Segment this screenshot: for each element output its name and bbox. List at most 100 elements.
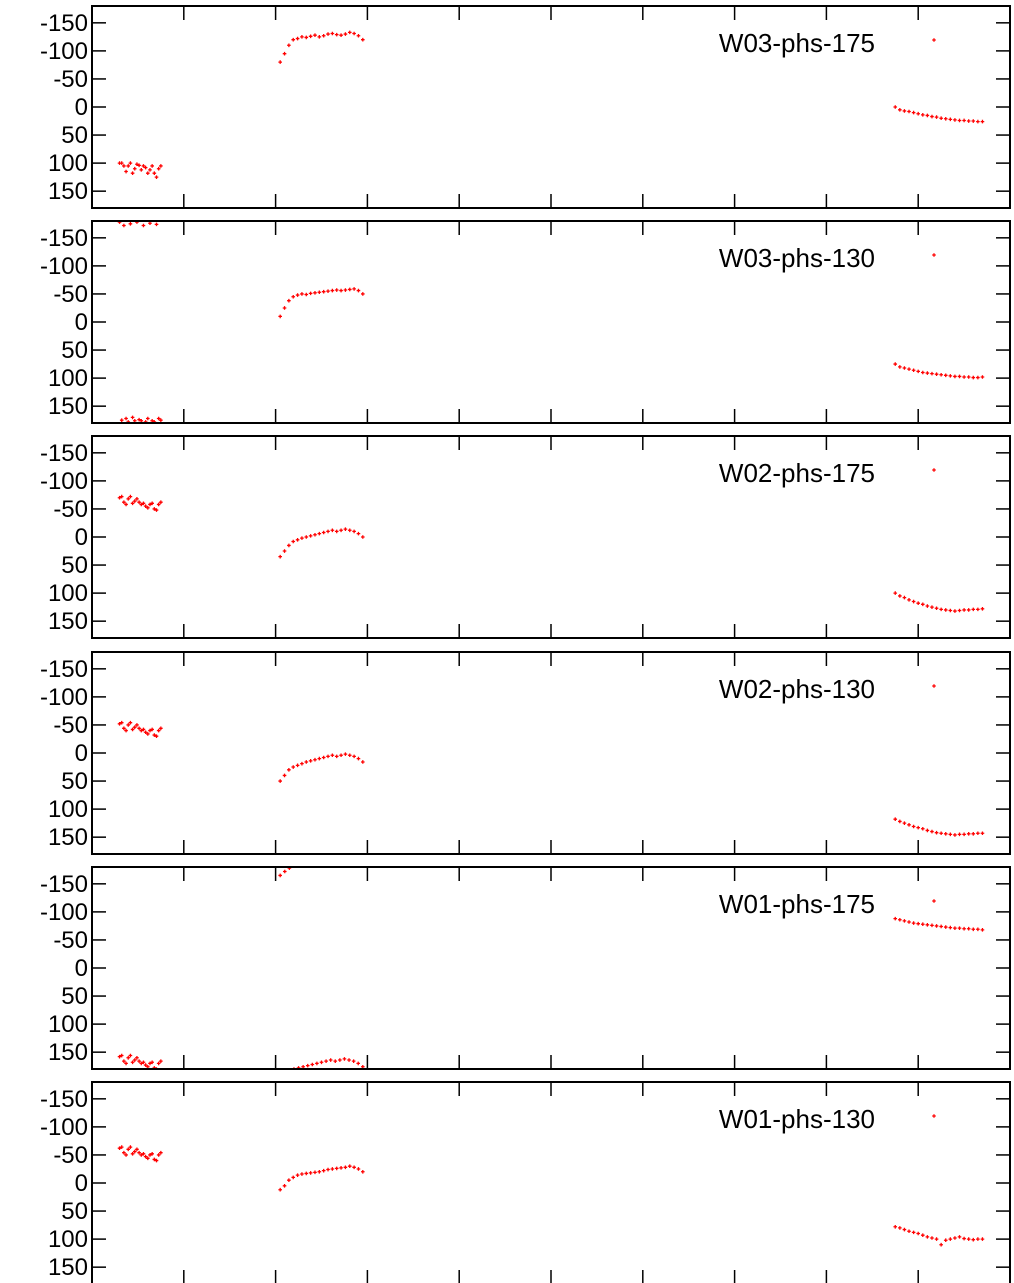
data-point (352, 287, 356, 291)
data-point (159, 418, 163, 422)
data-point (971, 607, 976, 612)
y-tick-label: 0 (75, 94, 88, 121)
data-point (126, 723, 131, 727)
data-point (119, 161, 124, 165)
data-point (334, 1166, 339, 1171)
data-point (321, 1168, 326, 1173)
data-point (948, 117, 953, 122)
data-point (898, 917, 902, 922)
data-point (342, 1057, 347, 1061)
data-point (953, 609, 957, 613)
data-point (962, 608, 966, 612)
data-point (146, 171, 150, 176)
data-point (122, 1059, 126, 1063)
panel-frame (91, 866, 1011, 1070)
data-point (339, 33, 343, 37)
data-point (939, 831, 943, 836)
data-point (907, 1229, 911, 1234)
y-tick-label: 150 (48, 1039, 88, 1066)
data-point (126, 1147, 131, 1152)
y-tick-label: -100 (40, 468, 88, 495)
y-tick-label: 100 (48, 580, 88, 607)
y-tick-label: -50 (53, 927, 88, 954)
data-point (139, 1061, 144, 1066)
data-point (980, 1237, 985, 1241)
y-tick-label: 0 (75, 309, 88, 336)
data-point (326, 32, 330, 36)
data-point (128, 1053, 133, 1058)
data-point (976, 927, 980, 932)
data-point (132, 166, 137, 171)
data-point (930, 829, 934, 834)
data-point (300, 1172, 304, 1176)
data-point (287, 543, 291, 548)
data-point (287, 43, 291, 48)
data-point (300, 536, 304, 540)
data-point (150, 1152, 154, 1156)
data-point (971, 832, 976, 836)
panel-frame (91, 651, 1011, 855)
data-point (130, 171, 135, 176)
data-point (319, 1060, 324, 1065)
data-point (980, 607, 985, 611)
data-point (301, 1064, 305, 1069)
data-point (148, 728, 152, 733)
data-point (135, 1055, 139, 1060)
data-point (330, 528, 335, 533)
data-point (295, 36, 300, 41)
data-point (310, 1062, 315, 1067)
data-point (898, 819, 902, 824)
data-point (143, 165, 148, 170)
data-point (119, 1145, 124, 1149)
data-point (902, 919, 907, 923)
data-point (898, 108, 902, 112)
data-point (339, 528, 343, 533)
data-point (300, 292, 304, 296)
data-point (287, 1178, 291, 1182)
data-point (934, 924, 939, 928)
data-point (291, 539, 296, 544)
data-point (925, 113, 930, 118)
data-point (154, 1067, 159, 1069)
data-point (159, 726, 163, 731)
data-point (141, 1152, 146, 1156)
data-point (953, 1236, 957, 1240)
data-point (326, 529, 330, 534)
data-point (361, 1064, 365, 1069)
data-point (911, 599, 916, 604)
data-point (898, 365, 902, 369)
data-point (308, 1171, 313, 1175)
data-point (150, 418, 154, 423)
data-point (351, 1059, 356, 1063)
data-point (898, 1226, 902, 1230)
data-point (117, 221, 122, 224)
data-point (122, 726, 126, 731)
y-tick-label: 0 (75, 955, 88, 982)
data-point (137, 1150, 141, 1155)
data-point (143, 1154, 148, 1159)
data-point (119, 720, 124, 725)
data-point (343, 527, 348, 531)
data-point (143, 1063, 148, 1067)
y-tick-label: -100 (40, 253, 88, 280)
data-point (339, 288, 343, 293)
data-point (356, 756, 361, 761)
data-point (916, 1231, 920, 1236)
data-point (313, 33, 317, 37)
data-point (146, 1064, 150, 1069)
data-point (930, 923, 934, 928)
data-point (934, 830, 939, 835)
data-point (916, 369, 920, 374)
data-point (920, 602, 925, 607)
data-point (282, 549, 287, 553)
data-point (150, 727, 154, 732)
y-tick-label: 100 (48, 150, 88, 177)
legend-marker (932, 899, 936, 903)
data-point (356, 531, 361, 536)
data-point (146, 732, 150, 736)
data-point (939, 372, 943, 377)
data-point (957, 1235, 962, 1239)
data-point (321, 530, 326, 535)
data-point (146, 506, 150, 510)
